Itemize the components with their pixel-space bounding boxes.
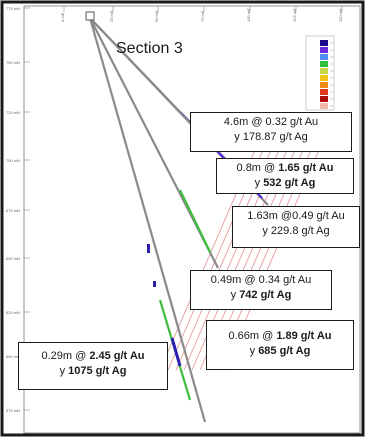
legend-swatch bbox=[320, 61, 328, 67]
northing-label: 750 mN bbox=[6, 60, 20, 65]
sample-marker-2 bbox=[153, 281, 156, 287]
easting-label: 50 mE bbox=[154, 10, 159, 22]
intercept-callout-6: 0.29m @ 2.45 g/t Au y 1075 g/t Ag bbox=[18, 342, 168, 390]
callout-line-au: 0.8m @ 1.65 g/t Au bbox=[236, 162, 334, 174]
grade-legend bbox=[305, 35, 335, 111]
northing-label: 700 mN bbox=[6, 158, 20, 163]
intercept-callout-2: 0.8m @ 1.65 g/t Au y 532 g/t Ag bbox=[216, 158, 354, 194]
drill-trace-4-grade-b bbox=[170, 337, 182, 367]
callout-line-ag: y 229.8 g/t Ag bbox=[262, 225, 330, 237]
legend-swatch bbox=[320, 47, 328, 53]
intercept-callout-3: 1.63m @0.49 g/t Au y 229.8 g/t Ag bbox=[232, 206, 360, 248]
legend-swatch bbox=[320, 82, 328, 88]
northing-label: 675 mN bbox=[6, 208, 20, 213]
callout-line-ag: y 742 g/t Ag bbox=[230, 289, 292, 301]
sample-marker-1 bbox=[147, 244, 150, 253]
callout-line-ag: y 178.87 g/t Ag bbox=[234, 131, 308, 143]
legend-swatch bbox=[320, 96, 328, 102]
callout-line-au: 0.66m @ 1.89 g/t Au bbox=[228, 330, 332, 342]
northing-label: 650 mN bbox=[6, 256, 20, 261]
easting-label: 150 mE bbox=[338, 8, 343, 22]
callout-line-au: 0.49m @ 0.34 g/t Au bbox=[210, 274, 312, 286]
legend-swatch bbox=[320, 68, 328, 74]
legend-swatch bbox=[320, 75, 328, 81]
easting-label: 0 mE bbox=[60, 12, 65, 22]
map-frame bbox=[23, 5, 361, 434]
northing-label: 600 mN bbox=[6, 354, 20, 359]
legend-box bbox=[305, 35, 335, 111]
easting-label: 100 mE bbox=[246, 8, 251, 22]
easting-label: 125 mE bbox=[292, 8, 297, 22]
callout-line-ag: y 532 g/t Ag bbox=[254, 177, 316, 189]
northing-label: 625 mN bbox=[6, 310, 20, 315]
callout-line-ag: y 685 g/t Ag bbox=[249, 345, 311, 357]
collar-marker bbox=[85, 11, 95, 21]
drill-trace-3-grade bbox=[179, 189, 211, 253]
northing-grid: 775 mN 750 mN 725 mN 700 mN 675 mN 650 mN 625 … bbox=[6, 6, 30, 413]
legend-swatch bbox=[320, 40, 328, 46]
intercept-callout-5: 0.66m @ 1.89 g/t Au y 685 g/t Ag bbox=[206, 320, 354, 370]
callout-line-au: 1.63m @0.49 g/t Au bbox=[247, 210, 345, 222]
callout-line-ag: y 1075 g/t Ag bbox=[59, 365, 127, 377]
northing-label: 575 mN bbox=[6, 408, 20, 413]
easting-grid: 0 mE 25 mE 50 mE 75 mE 100 mE 125 mE 150 mE bbox=[60, 6, 343, 22]
legend-swatch bbox=[320, 89, 328, 95]
legend-swatch bbox=[320, 103, 328, 109]
easting-label: 25 mE bbox=[109, 10, 114, 22]
easting-label: 75 mE bbox=[200, 10, 205, 22]
northing-label: 775 mN bbox=[6, 6, 20, 11]
callout-line-au: 0.29m @ 2.45 g/t Au bbox=[41, 350, 145, 362]
drill-trace-4 bbox=[88, 17, 207, 423]
legend-swatch bbox=[320, 54, 328, 60]
intercept-callout-1: 4.6m @ 0.32 g/t Au y 178.87 g/t Ag bbox=[190, 112, 352, 152]
northing-label: 725 mN bbox=[6, 110, 20, 115]
intercept-callout-4: 0.49m @ 0.34 g/t Au y 742 g/t Ag bbox=[190, 270, 332, 310]
callout-line-au: 4.6m @ 0.32 g/t Au bbox=[223, 116, 319, 128]
section-title: Section 3 bbox=[116, 40, 183, 57]
